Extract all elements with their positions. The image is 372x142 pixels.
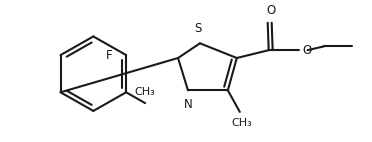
Text: S: S bbox=[194, 22, 202, 36]
Text: F: F bbox=[106, 49, 112, 62]
Text: CH₃: CH₃ bbox=[231, 118, 252, 128]
Text: O: O bbox=[302, 44, 312, 57]
Text: CH₃: CH₃ bbox=[135, 87, 155, 97]
Text: O: O bbox=[266, 4, 275, 17]
Text: N: N bbox=[184, 98, 192, 111]
